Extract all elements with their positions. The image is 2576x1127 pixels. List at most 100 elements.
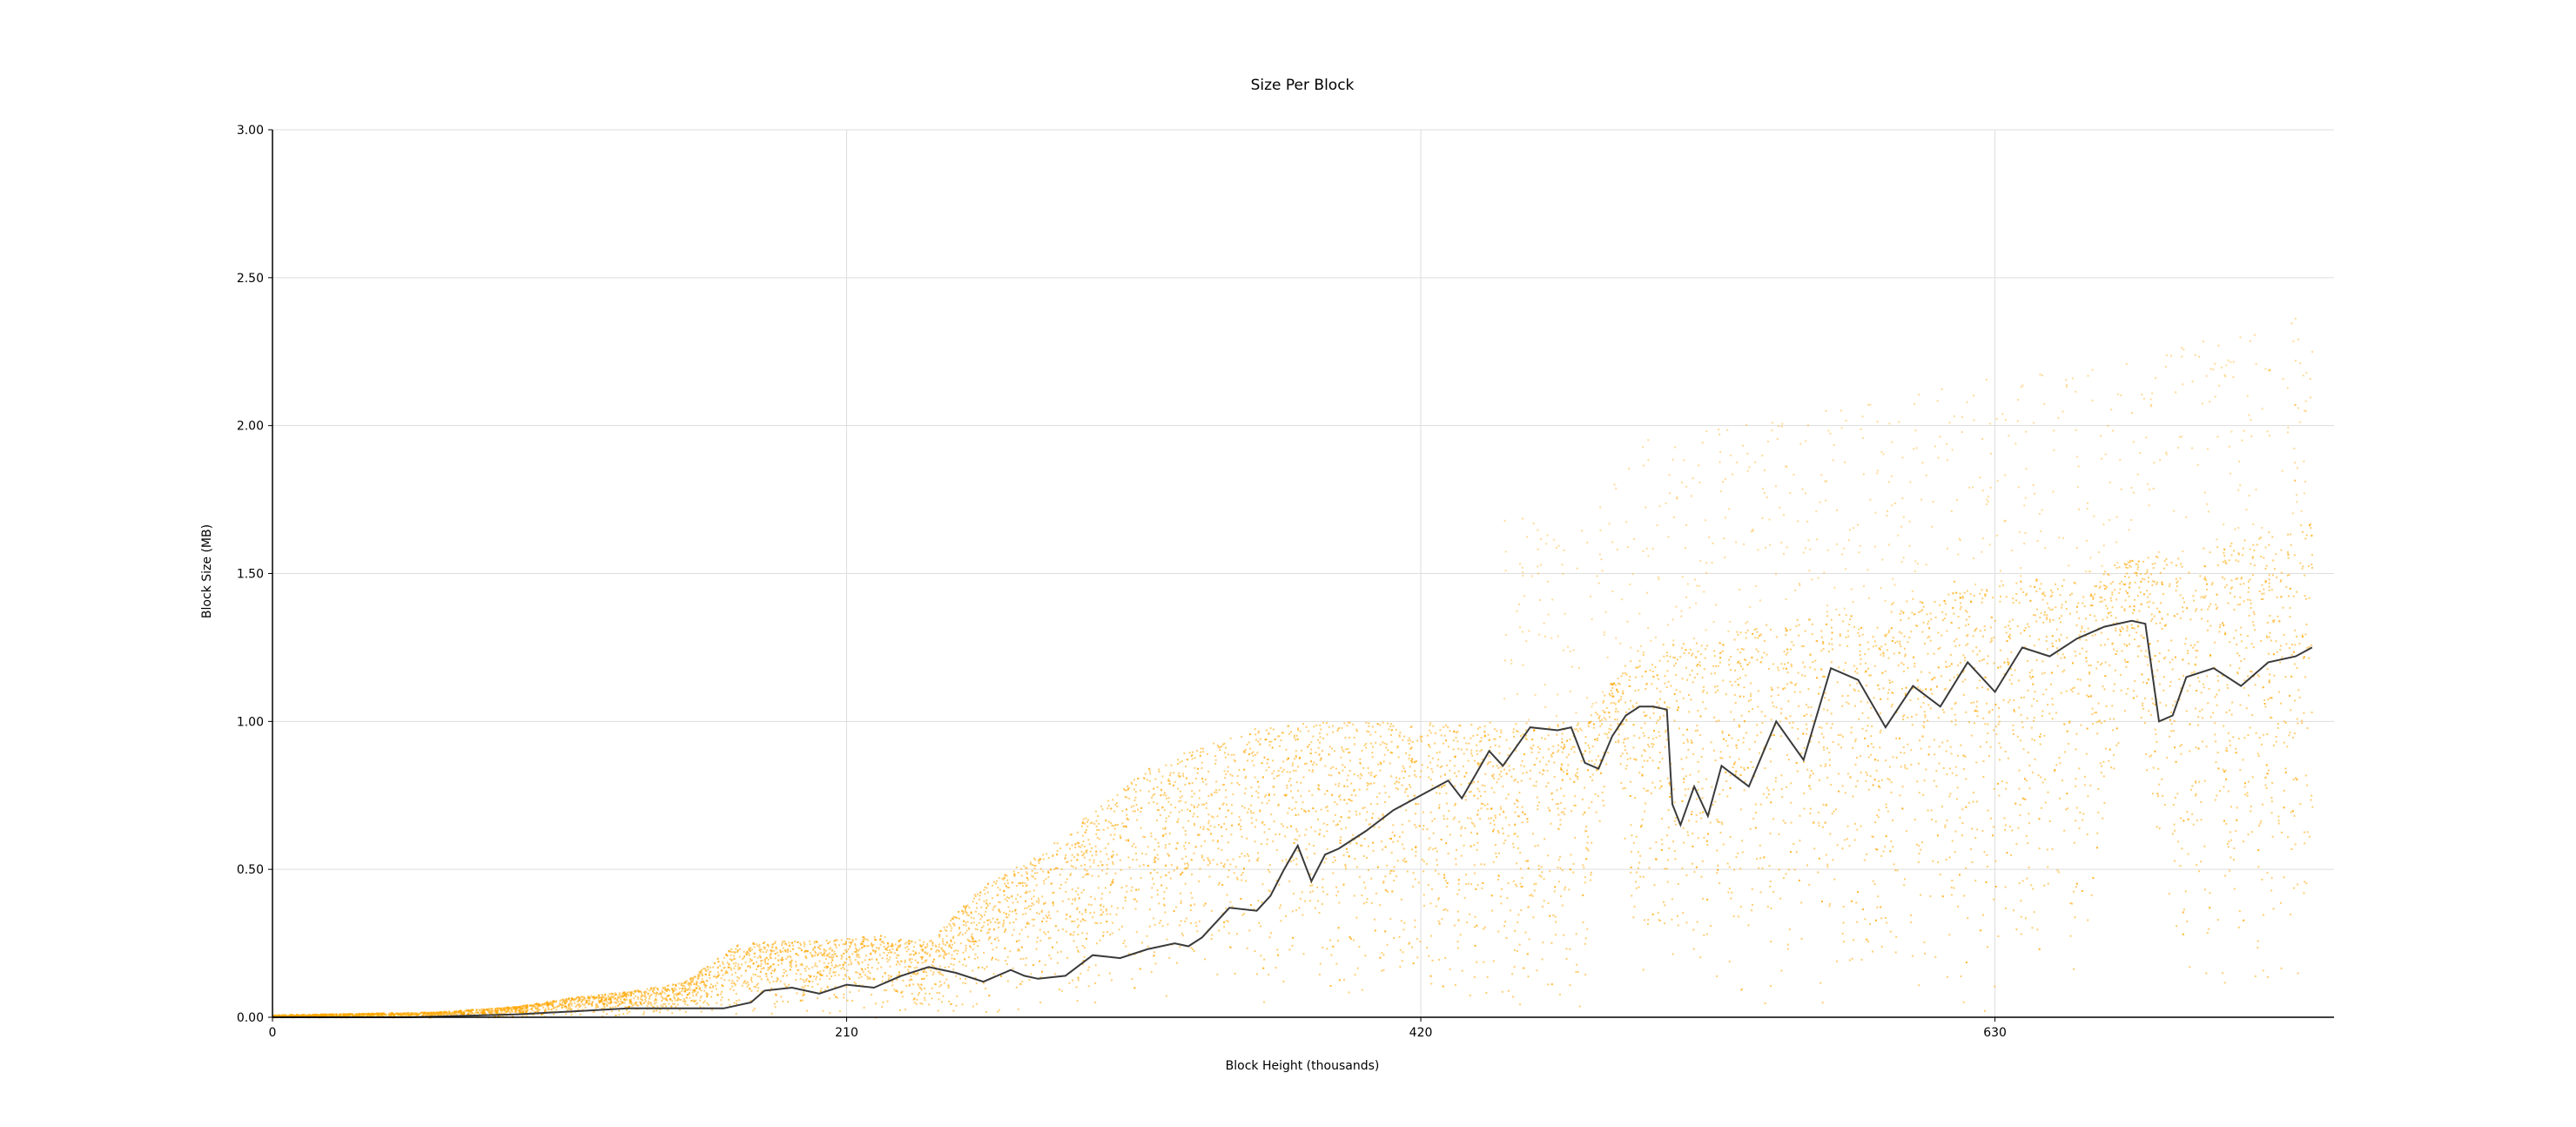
scatter-point xyxy=(524,1011,527,1013)
scatter-point xyxy=(570,1014,573,1016)
scatter-point xyxy=(1689,673,1692,676)
scatter-point xyxy=(1837,734,1840,736)
scatter-point xyxy=(2223,555,2226,557)
scatter-point xyxy=(1581,798,1584,800)
scatter-point xyxy=(780,959,783,962)
scatter-point xyxy=(889,956,891,959)
scatter-point xyxy=(1888,688,1891,691)
scatter-point xyxy=(2059,594,2061,597)
scatter-point xyxy=(1202,780,1205,783)
scatter-point xyxy=(1229,773,1232,776)
scatter-point xyxy=(1463,737,1465,739)
scatter-point xyxy=(785,957,788,960)
scatter-point xyxy=(2236,604,2239,606)
scatter-point xyxy=(1867,648,1870,651)
scatter-point xyxy=(2025,594,2028,597)
scatter-point xyxy=(1091,854,1093,857)
scatter-point xyxy=(1180,800,1182,802)
scatter-point xyxy=(1582,753,1584,755)
scatter-point xyxy=(1025,913,1027,915)
scatter-point xyxy=(1644,750,1646,752)
scatter-point xyxy=(1632,916,1635,919)
scatter-point xyxy=(1294,807,1296,810)
scatter-point xyxy=(1986,662,1988,665)
scatter-point xyxy=(2110,614,2113,617)
scatter-point xyxy=(1732,766,1734,768)
scatter-point xyxy=(1191,754,1194,756)
scatter-point xyxy=(1954,723,1957,725)
scatter-point xyxy=(1679,656,1682,658)
scatter-point xyxy=(1864,653,1866,656)
scatter-point xyxy=(1140,827,1142,829)
scatter-point xyxy=(1651,671,1654,672)
scatter-point xyxy=(717,975,720,977)
scatter-point xyxy=(1911,724,1914,726)
scatter-point xyxy=(1154,856,1157,859)
scatter-point xyxy=(921,949,924,952)
scatter-point xyxy=(841,955,844,958)
scatter-point xyxy=(1360,773,1362,775)
scatter-point xyxy=(2180,817,2182,820)
scatter-point xyxy=(974,928,977,930)
scatter-point xyxy=(1349,842,1352,845)
scatter-point xyxy=(1153,848,1156,851)
scatter-point xyxy=(1737,633,1739,636)
scatter-point xyxy=(2206,629,2209,631)
scatter-point xyxy=(491,1009,494,1012)
scatter-point xyxy=(1301,801,1304,804)
scatter-point xyxy=(1295,863,1298,866)
scatter-point xyxy=(1420,770,1423,773)
scatter-point xyxy=(1538,747,1541,750)
scatter-point xyxy=(1032,889,1035,892)
scatter-point xyxy=(2039,617,2041,618)
scatter-point xyxy=(753,953,756,955)
scatter-point xyxy=(1621,752,1624,755)
scatter-point xyxy=(2022,591,2025,593)
scatter-point xyxy=(1436,792,1438,794)
scatter-point xyxy=(958,933,960,935)
scatter-point xyxy=(526,1009,528,1012)
scatter-point xyxy=(1454,772,1456,774)
scatter-point xyxy=(1034,878,1037,880)
scatter-point xyxy=(1259,738,1261,740)
scatter-point xyxy=(1043,931,1046,934)
scatter-point xyxy=(784,940,786,942)
scatter-point xyxy=(1904,655,1907,658)
scatter-point xyxy=(1790,821,1792,824)
scatter-point xyxy=(972,917,975,920)
scatter-point xyxy=(918,992,920,994)
scatter-point xyxy=(876,968,878,970)
scatter-point xyxy=(1390,852,1393,854)
scatter-point xyxy=(1828,764,1831,766)
scatter-point xyxy=(1786,943,1789,946)
scatter-point xyxy=(2156,826,2158,828)
scatter-point xyxy=(2143,578,2146,581)
scatter-point xyxy=(1666,777,1669,779)
scatter-point xyxy=(997,1010,999,1013)
scatter-point xyxy=(1887,649,1889,651)
scatter-point xyxy=(924,961,926,963)
scatter-point xyxy=(1020,867,1023,870)
scatter-point xyxy=(1398,778,1401,779)
scatter-point xyxy=(505,1016,508,1018)
scatter-point xyxy=(1557,807,1559,810)
scatter-point xyxy=(1311,793,1314,796)
scatter-point xyxy=(2198,680,2201,683)
scatter-point xyxy=(2198,870,2201,873)
scatter-point xyxy=(1316,886,1319,888)
scatter-point xyxy=(2241,640,2243,643)
scatter-point xyxy=(955,949,958,952)
scatter-point xyxy=(2031,669,2034,671)
scatter-point xyxy=(1197,804,1200,806)
scatter-point xyxy=(1994,725,1997,728)
scatter-point xyxy=(737,963,740,966)
scatter-point xyxy=(1193,950,1195,952)
scatter-point xyxy=(1651,738,1654,740)
scatter-point xyxy=(1435,905,1437,908)
scatter-point xyxy=(1249,810,1252,813)
scatter-point xyxy=(1198,881,1201,882)
scatter-point xyxy=(1873,665,1876,667)
scatter-point xyxy=(1077,842,1079,845)
scatter-point xyxy=(1446,764,1448,766)
scatter-point xyxy=(1547,781,1550,784)
